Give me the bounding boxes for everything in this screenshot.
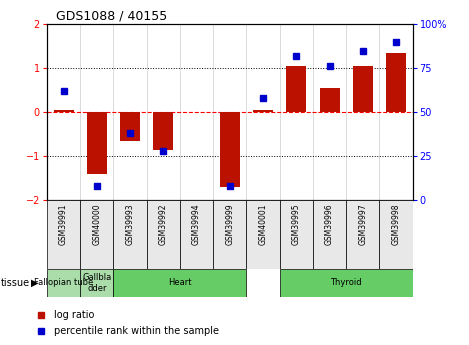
Text: GSM40001: GSM40001 bbox=[258, 204, 268, 245]
Bar bbox=[53, 110, 74, 112]
Bar bbox=[379, 200, 413, 269]
Bar bbox=[386, 53, 406, 112]
Bar bbox=[47, 200, 80, 269]
Text: GSM39999: GSM39999 bbox=[225, 204, 234, 245]
Text: GDS1088 / 40155: GDS1088 / 40155 bbox=[56, 9, 167, 22]
Text: Gallbla
dder: Gallbla dder bbox=[82, 273, 112, 293]
Text: GSM39995: GSM39995 bbox=[292, 204, 301, 245]
Text: GSM40000: GSM40000 bbox=[92, 204, 101, 245]
Text: GSM39993: GSM39993 bbox=[126, 204, 135, 245]
Bar bbox=[180, 200, 213, 269]
Bar bbox=[253, 110, 273, 112]
Text: GSM39997: GSM39997 bbox=[358, 204, 367, 245]
Text: GSM39992: GSM39992 bbox=[159, 204, 168, 245]
Text: Heart: Heart bbox=[168, 278, 192, 287]
Bar bbox=[120, 112, 140, 141]
Text: GSM39996: GSM39996 bbox=[325, 204, 334, 245]
Bar bbox=[319, 88, 340, 112]
Bar bbox=[153, 112, 173, 149]
Bar bbox=[113, 200, 147, 269]
Text: Fallopian tube: Fallopian tube bbox=[34, 278, 93, 287]
Bar bbox=[80, 200, 113, 269]
Text: ▶: ▶ bbox=[30, 278, 38, 288]
Bar bbox=[313, 200, 346, 269]
Bar bbox=[287, 66, 306, 112]
Text: tissue: tissue bbox=[0, 278, 30, 288]
Bar bbox=[87, 112, 107, 174]
Bar bbox=[147, 200, 180, 269]
Bar bbox=[280, 269, 413, 297]
Bar bbox=[220, 112, 240, 187]
Text: GSM39994: GSM39994 bbox=[192, 204, 201, 245]
Bar bbox=[280, 200, 313, 269]
Text: percentile rank within the sample: percentile rank within the sample bbox=[54, 326, 219, 336]
Text: GSM39991: GSM39991 bbox=[59, 204, 68, 245]
Bar bbox=[80, 269, 113, 297]
Bar bbox=[113, 269, 246, 297]
Bar bbox=[47, 269, 80, 297]
Bar bbox=[213, 200, 246, 269]
Text: GSM39998: GSM39998 bbox=[392, 204, 401, 245]
Bar bbox=[346, 200, 379, 269]
Text: Thyroid: Thyroid bbox=[330, 278, 362, 287]
Bar bbox=[246, 200, 280, 269]
Text: log ratio: log ratio bbox=[54, 310, 95, 319]
Bar bbox=[353, 66, 373, 112]
